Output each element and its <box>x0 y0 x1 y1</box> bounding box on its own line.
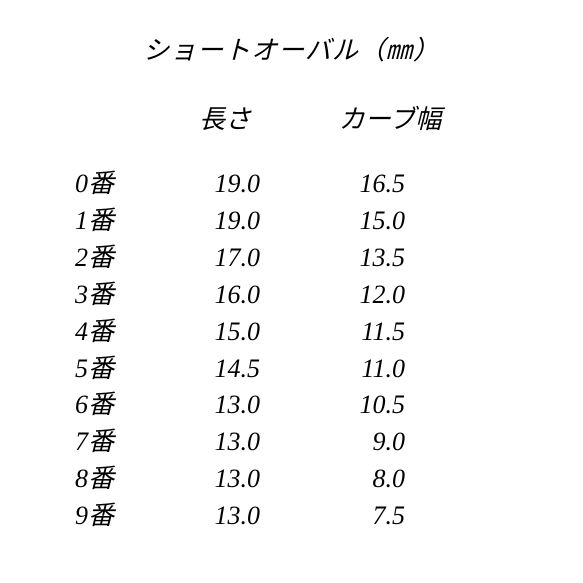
row-curve: 15.0 <box>275 203 435 240</box>
row-length: 13.0 <box>165 461 275 498</box>
table-title: ショートオーバル（㎜） <box>0 30 583 67</box>
row-curve: 7.5 <box>275 498 435 535</box>
table-row: 6番 13.0 10.5 <box>75 387 583 424</box>
row-length: 13.0 <box>165 498 275 535</box>
row-length: 13.0 <box>165 387 275 424</box>
row-label: 4番 <box>75 314 165 351</box>
table-row: 2番 17.0 13.5 <box>75 240 583 277</box>
table-row: 5番 14.5 11.0 <box>75 351 583 388</box>
row-length: 19.0 <box>165 203 275 240</box>
row-label: 8番 <box>75 461 165 498</box>
table-row: 3番 16.0 12.0 <box>75 277 583 314</box>
row-label: 5番 <box>75 351 165 388</box>
row-length: 17.0 <box>165 240 275 277</box>
table-body: 0番 19.0 16.5 1番 19.0 15.0 2番 17.0 13.5 3… <box>0 166 583 535</box>
header-curve: カーブ幅 <box>300 99 480 136</box>
row-curve: 12.0 <box>275 277 435 314</box>
table-header-row: 長さ カーブ幅 <box>0 99 583 136</box>
table-row: 0番 19.0 16.5 <box>75 166 583 203</box>
row-curve: 16.5 <box>275 166 435 203</box>
table-row: 4番 15.0 11.5 <box>75 314 583 351</box>
row-curve: 13.5 <box>275 240 435 277</box>
row-curve: 8.0 <box>275 461 435 498</box>
row-curve: 11.0 <box>275 351 435 388</box>
row-label: 6番 <box>75 387 165 424</box>
row-length: 13.0 <box>165 424 275 461</box>
header-spacer <box>0 99 150 136</box>
row-length: 16.0 <box>165 277 275 314</box>
table-row: 7番 13.0 9.0 <box>75 424 583 461</box>
row-curve: 10.5 <box>275 387 435 424</box>
row-length: 19.0 <box>165 166 275 203</box>
row-label: 2番 <box>75 240 165 277</box>
row-label: 0番 <box>75 166 165 203</box>
row-label: 9番 <box>75 498 165 535</box>
table-row: 8番 13.0 8.0 <box>75 461 583 498</box>
row-label: 3番 <box>75 277 165 314</box>
row-label: 1番 <box>75 203 165 240</box>
table-row: 1番 19.0 15.0 <box>75 203 583 240</box>
row-length: 15.0 <box>165 314 275 351</box>
header-length: 長さ <box>150 99 300 136</box>
row-label: 7番 <box>75 424 165 461</box>
row-curve: 11.5 <box>275 314 435 351</box>
row-curve: 9.0 <box>275 424 435 461</box>
row-length: 14.5 <box>165 351 275 388</box>
table-row: 9番 13.0 7.5 <box>75 498 583 535</box>
